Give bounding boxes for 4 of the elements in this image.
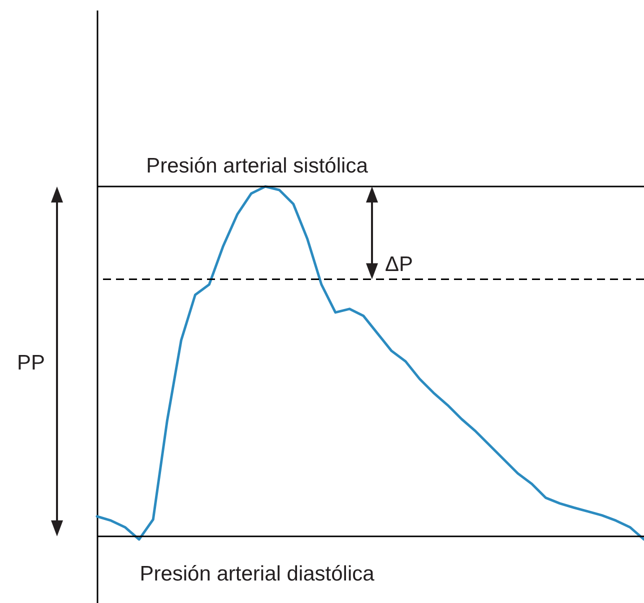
ref-line-label: Presión arterial diastólica (140, 562, 375, 586)
text: PP (17, 351, 46, 374)
ref-line-label: Presión arterial sistólica (146, 154, 368, 178)
annotation: ΔP (385, 253, 414, 276)
